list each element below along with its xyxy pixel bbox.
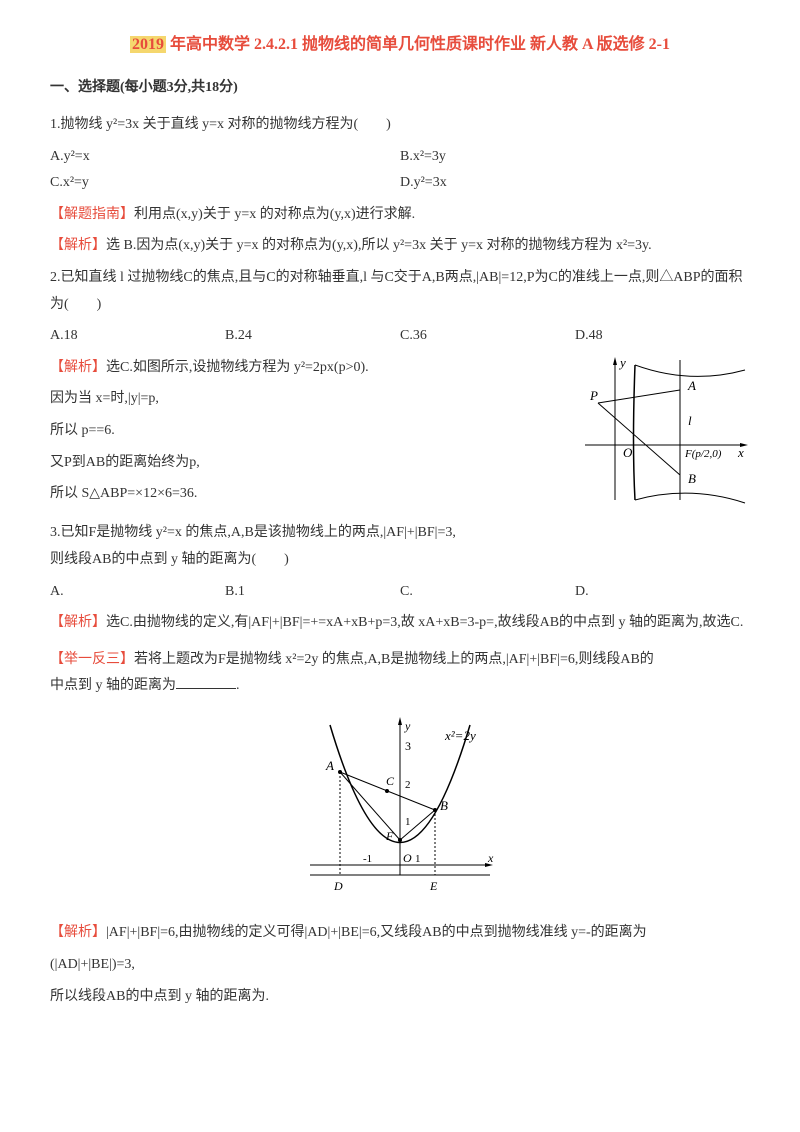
q1-optB: B.x²=3y xyxy=(400,144,750,171)
svg-text:A: A xyxy=(325,758,334,773)
variant-stem-text: 若将上题改为F是抛物线 x²=2y 的焦点,A,B是抛物线上的两点,|AF|+|… xyxy=(134,652,654,667)
svg-text:F: F xyxy=(385,829,394,843)
q3-optB: B.1 xyxy=(225,579,400,606)
svg-text:B: B xyxy=(688,471,696,486)
analysis-label: 【解析】 xyxy=(50,615,106,630)
title-main: 年高中数学 2.4.2.1 抛物线的简单几何性质课时作业 新人教 A 版选修 2… xyxy=(166,36,670,53)
hint-label: 【解题指南】 xyxy=(50,207,134,222)
analysis-label: 【解析】 xyxy=(50,925,106,940)
q3-options: A. B.1 C. D. xyxy=(50,579,750,606)
svg-text:x²=2y: x²=2y xyxy=(444,728,476,743)
svg-text:B: B xyxy=(440,798,448,813)
q3-ans-text: 选C.由抛物线的定义,有|AF|+|BF|=+=xA+xB+p=3,故 xA+x… xyxy=(106,615,743,630)
question-3: 3.已知F是抛物线 y²=x 的焦点,A,B是该抛物线上的两点,|AF|+|BF… xyxy=(50,520,750,641)
q2-ans-l1: 选C.如图所示,设抛物线方程为 y²=2px(p>0). xyxy=(106,360,369,375)
variant-question: 【举一反三】若将上题改为F是抛物线 x²=2y 的焦点,A,B是抛物线上的两点,… xyxy=(50,647,750,1011)
q1-hint: 【解题指南】利用点(x,y)关于 y=x 的对称点为(y,x)进行求解. xyxy=(50,202,750,229)
q1-stem: 1.抛物线 y²=3x 关于直线 y=x 对称的抛物线方程为( ) xyxy=(50,112,750,139)
question-2: 2.已知直线 l 过抛物线C的焦点,且与C的对称轴垂直,l 与C交于A,B两点,… xyxy=(50,265,750,515)
year-highlight: 2019 xyxy=(130,36,166,53)
q2-optD: D.48 xyxy=(575,323,750,350)
variant-ans-l3: 所以线段AB的中点到 y 轴的距离为. xyxy=(50,984,750,1011)
q3-stem2: 则线段AB的中点到 y 轴的距离为( ) xyxy=(50,547,750,574)
analysis-label: 【解析】 xyxy=(50,360,106,375)
q1-optD: D.y²=3x xyxy=(400,170,750,197)
q1-ans-text: 选 B.因为点(x,y)关于 y=x 的对称点为(y,x),所以 y²=3x 关… xyxy=(106,238,652,253)
q1-optA: A.y²=x xyxy=(50,144,400,171)
variant-ans-l2: (|AD|+|BE|)=3, xyxy=(50,952,750,979)
svg-text:-1: -1 xyxy=(363,853,372,865)
q3-stem: 3.已知F是抛物线 y²=x 的焦点,A,B是该抛物线上的两点,|AF|+|BF… xyxy=(50,520,750,547)
svg-text:C: C xyxy=(386,774,395,788)
q2-optB: B.24 xyxy=(225,323,400,350)
svg-text:O: O xyxy=(403,851,412,865)
document-title: 2019 年高中数学 2.4.2.1 抛物线的简单几何性质课时作业 新人教 A … xyxy=(50,30,750,60)
variant-stem: 【举一反三】若将上题改为F是抛物线 x²=2y 的焦点,A,B是抛物线上的两点,… xyxy=(50,647,750,674)
figure-1: y P A l x O F(p/2,0) B xyxy=(580,355,750,516)
variant-suffix: . xyxy=(236,678,240,693)
q2-options: A.18 B.24 C.36 D.48 xyxy=(50,323,750,350)
q1-options-row2: C.x²=y D.y²=3x xyxy=(50,170,750,197)
svg-text:D: D xyxy=(333,879,343,893)
svg-text:y: y xyxy=(618,355,626,370)
svg-text:x: x xyxy=(737,445,744,460)
q1-optC: C.x²=y xyxy=(50,170,400,197)
q2-optC: C.36 xyxy=(400,323,575,350)
analysis-label: 【解析】 xyxy=(50,238,106,253)
svg-text:2: 2 xyxy=(405,779,411,791)
q2-stem: 2.已知直线 l 过抛物线C的焦点,且与C的对称轴垂直,l 与C交于A,B两点,… xyxy=(50,265,750,318)
variant-analysis: 【解析】|AF|+|BF|=6,由抛物线的定义可得|AD|+|BE|=6,又线段… xyxy=(50,920,750,947)
q1-analysis: 【解析】选 B.因为点(x,y)关于 y=x 的对称点为(y,x),所以 y²=… xyxy=(50,233,750,260)
variant-stem2-text: 中点到 y 轴的距离为 xyxy=(50,678,176,693)
q3-optC: C. xyxy=(400,579,575,606)
svg-text:P: P xyxy=(589,388,598,403)
q1-options-row1: A.y²=x B.x²=3y xyxy=(50,144,750,171)
variant-label: 【举一反三】 xyxy=(50,652,134,667)
svg-text:1: 1 xyxy=(405,816,411,828)
svg-text:x: x xyxy=(487,851,494,865)
svg-text:O: O xyxy=(623,445,633,460)
section-header: 一、选择题(每小题3分,共18分) xyxy=(50,75,750,102)
svg-text:l: l xyxy=(688,413,692,428)
svg-text:1: 1 xyxy=(415,853,421,865)
figure-2: y 3 x²=2y A B C 2 1 F O x D -1 1 E xyxy=(50,710,750,911)
q3-optA: A. xyxy=(50,579,225,606)
svg-text:A: A xyxy=(687,378,696,393)
svg-text:3: 3 xyxy=(405,739,411,753)
q2-optA: A.18 xyxy=(50,323,225,350)
svg-text:F(p/2,0): F(p/2,0) xyxy=(684,448,722,460)
q1-hint-text: 利用点(x,y)关于 y=x 的对称点为(y,x)进行求解. xyxy=(134,207,415,222)
svg-text:y: y xyxy=(404,719,411,733)
svg-text:E: E xyxy=(429,879,438,893)
blank-line xyxy=(176,688,236,689)
q3-analysis: 【解析】选C.由抛物线的定义,有|AF|+|BF|=+=xA+xB+p=3,故 … xyxy=(50,610,750,637)
question-1: 1.抛物线 y²=3x 关于直线 y=x 对称的抛物线方程为( ) A.y²=x… xyxy=(50,112,750,260)
variant-ans-l1: |AF|+|BF|=6,由抛物线的定义可得|AD|+|BE|=6,又线段AB的中… xyxy=(106,925,647,940)
q3-optD: D. xyxy=(575,579,750,606)
variant-stem2: 中点到 y 轴的距离为. xyxy=(50,673,750,700)
